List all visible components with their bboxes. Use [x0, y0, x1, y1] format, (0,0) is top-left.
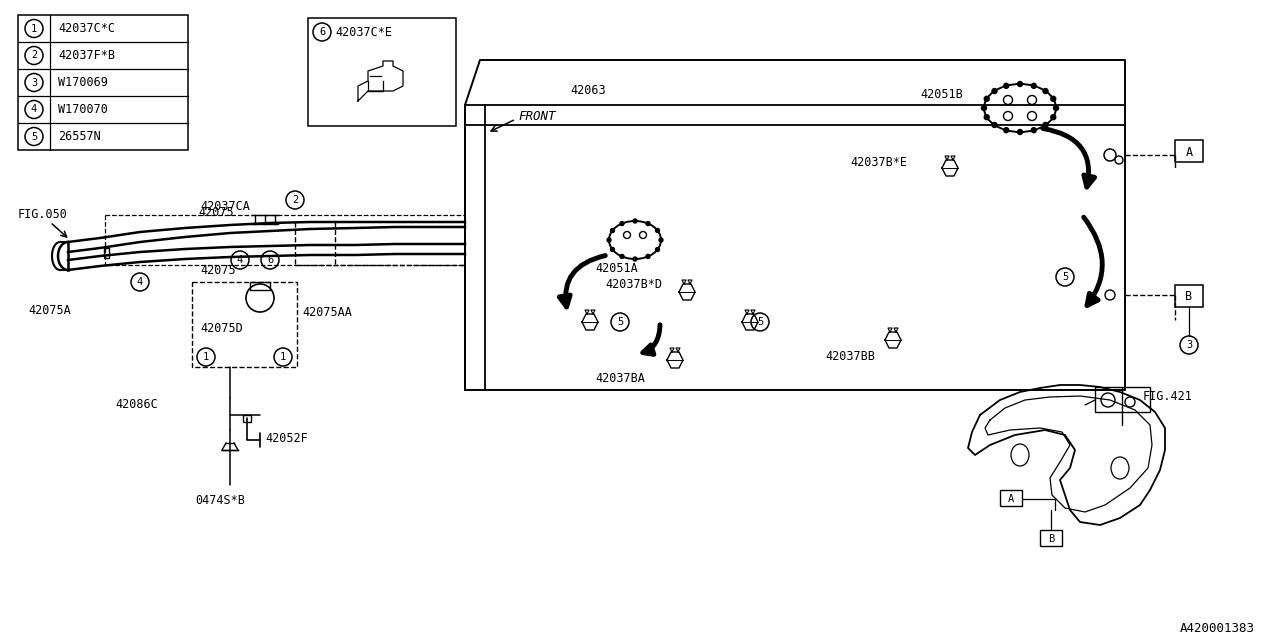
Circle shape — [659, 238, 663, 242]
Circle shape — [1043, 122, 1048, 127]
Text: A420001383: A420001383 — [1180, 621, 1254, 634]
Circle shape — [1053, 106, 1059, 111]
Text: 5: 5 — [1062, 272, 1068, 282]
Text: 42075AA: 42075AA — [302, 305, 352, 319]
Text: 42075D: 42075D — [200, 321, 243, 335]
Bar — [308, 18, 456, 126]
Bar — [1175, 140, 1203, 162]
Text: 42037C*C: 42037C*C — [58, 22, 115, 35]
Circle shape — [984, 115, 989, 120]
Text: 0474S*B: 0474S*B — [195, 493, 244, 506]
Text: 5: 5 — [31, 131, 37, 141]
Text: 42037BB: 42037BB — [826, 351, 874, 364]
Bar — [104, 248, 109, 258]
Text: B: B — [1185, 291, 1193, 303]
Circle shape — [1032, 83, 1037, 88]
Text: 6: 6 — [319, 27, 325, 37]
Text: A: A — [1007, 494, 1014, 504]
Text: 42086C: 42086C — [115, 399, 157, 412]
Bar — [1000, 490, 1021, 506]
Text: 5: 5 — [617, 317, 623, 327]
Circle shape — [1051, 96, 1056, 101]
Text: 42037B*D: 42037B*D — [605, 278, 662, 291]
Circle shape — [1018, 129, 1023, 134]
Circle shape — [620, 255, 625, 259]
Text: B: B — [1048, 534, 1055, 544]
Bar — [250, 282, 270, 290]
Bar — [1039, 530, 1062, 546]
Text: 1: 1 — [280, 352, 287, 362]
Text: 1: 1 — [202, 352, 209, 362]
Circle shape — [634, 219, 637, 223]
Text: FIG.050: FIG.050 — [18, 209, 68, 221]
Circle shape — [634, 257, 637, 261]
Circle shape — [1051, 115, 1056, 120]
Bar — [18, 15, 188, 150]
Circle shape — [992, 88, 997, 93]
Text: 2: 2 — [31, 51, 37, 61]
Text: 3: 3 — [1185, 340, 1192, 350]
Text: W170070: W170070 — [58, 103, 108, 116]
Text: 42075: 42075 — [200, 264, 236, 276]
Text: 42037CA: 42037CA — [200, 200, 250, 214]
Circle shape — [611, 248, 614, 252]
Bar — [243, 415, 251, 422]
Text: FIG.421: FIG.421 — [1143, 390, 1193, 403]
Circle shape — [1004, 127, 1009, 132]
Text: W170069: W170069 — [58, 76, 108, 89]
Text: 42075: 42075 — [198, 207, 234, 220]
Circle shape — [611, 228, 614, 232]
Circle shape — [620, 221, 625, 225]
Text: 6: 6 — [266, 255, 273, 265]
Text: 42037F*B: 42037F*B — [58, 49, 115, 62]
Text: 42051A: 42051A — [595, 262, 637, 275]
Circle shape — [655, 228, 659, 232]
Text: 4: 4 — [31, 104, 37, 115]
Circle shape — [982, 106, 987, 111]
Circle shape — [1004, 83, 1009, 88]
Text: 2: 2 — [292, 195, 298, 205]
Bar — [192, 282, 297, 367]
Text: 26557N: 26557N — [58, 130, 101, 143]
Text: 3: 3 — [31, 77, 37, 88]
Text: 42037B*E: 42037B*E — [850, 156, 908, 168]
Bar — [1175, 285, 1203, 307]
Circle shape — [655, 248, 659, 252]
Circle shape — [1043, 88, 1048, 93]
Text: 42051B: 42051B — [920, 88, 963, 102]
Text: 42037C*E: 42037C*E — [335, 26, 392, 38]
Text: 42052F: 42052F — [265, 431, 307, 445]
Text: 1: 1 — [31, 24, 37, 33]
Circle shape — [992, 122, 997, 127]
Text: 42075A: 42075A — [28, 303, 70, 317]
Text: 4: 4 — [237, 255, 243, 265]
Text: FRONT: FRONT — [518, 111, 556, 124]
Text: 4: 4 — [137, 277, 143, 287]
Circle shape — [607, 238, 611, 242]
Text: 5: 5 — [756, 317, 763, 327]
Text: A: A — [1185, 145, 1193, 159]
Circle shape — [646, 221, 650, 225]
Circle shape — [984, 96, 989, 101]
Circle shape — [1018, 81, 1023, 86]
Text: 42037BA: 42037BA — [595, 371, 645, 385]
Circle shape — [1032, 127, 1037, 132]
Circle shape — [646, 255, 650, 259]
Text: 42063: 42063 — [570, 83, 605, 97]
Bar — [1094, 387, 1149, 412]
